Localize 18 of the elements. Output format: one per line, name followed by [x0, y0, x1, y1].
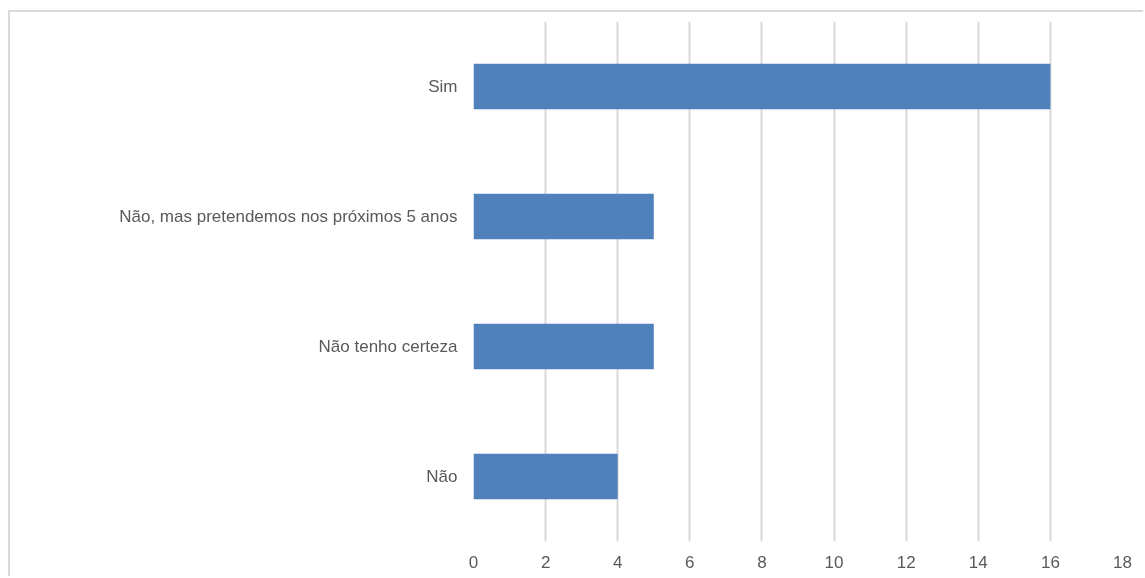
bar: [473, 323, 654, 370]
x-tick-label: 4: [612, 552, 623, 572]
x-tick-label: 2: [540, 552, 551, 572]
y-tick-label: Não, mas pretendemos nos próximos 5 anos: [119, 207, 458, 226]
x-tick-label: 10: [824, 552, 844, 572]
y-tick-label: Não: [426, 467, 458, 486]
x-tick-label: 6: [685, 552, 695, 572]
x-tick-label: 18: [1113, 552, 1132, 572]
bar: [473, 453, 618, 500]
x-tick-label: 0: [468, 552, 479, 572]
y-tick-label: Sim: [428, 77, 458, 96]
bar: [473, 193, 654, 240]
bar: [473, 63, 1051, 110]
y-tick-label: Não tenho certeza: [318, 337, 459, 356]
x-tick-label: 16: [1040, 552, 1060, 572]
x-tick-label: 12: [896, 552, 916, 572]
x-tick-label: 8: [757, 552, 767, 572]
x-tick-label: 14: [968, 552, 988, 572]
